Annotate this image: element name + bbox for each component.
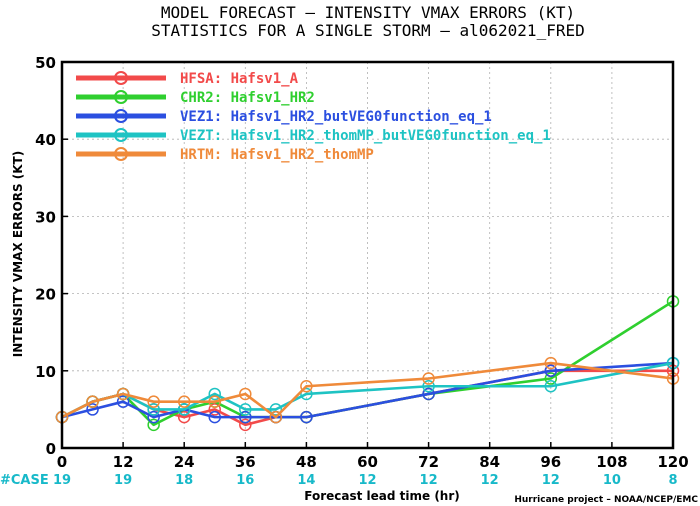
x-tick-label: 48 [296,453,317,471]
x-axis-label: Forecast lead time (hr) [304,489,460,503]
data-point [544,356,558,370]
case-count: 19 [53,473,71,488]
x-tick-label: 12 [113,453,134,471]
data-point [269,403,283,416]
x-tick-label: 108 [596,453,627,471]
case-count: 8 [668,473,677,488]
data-point [239,387,252,401]
data-point [300,410,313,424]
legend-label: VEZT: Hafsv1_HR2_thomMP_butVEG0function_… [180,128,551,144]
data-point [116,387,130,401]
case-count: 12 [542,473,560,488]
x-tick-labels: 0 12 24 36 48 60 72 84 96 108 120 [57,442,689,471]
data-point [544,372,558,385]
x-tick-label: 36 [235,453,256,471]
x-tick-label: 120 [657,453,688,471]
data-point [147,418,160,432]
legend-label: HRTM: Hafsv1_HR2_thomMP [180,147,374,163]
y-tick-label: 30 [35,208,56,226]
legend-marker [114,90,128,104]
data-point [544,364,558,378]
legend-marker [114,71,128,85]
case-count: 12 [481,473,499,488]
x-tick-label: 84 [479,453,500,471]
data-point [86,403,99,416]
data-point [422,372,435,385]
y-axis-label: INTENSITY VMAX ERRORS (KT) [11,151,25,357]
data-point [300,387,313,401]
case-count: 18 [175,473,193,488]
legend-label: VEZ1: Hafsv1_HR2_butVEG0function_eq_1 [180,109,492,125]
y-tick-label: 50 [35,54,56,72]
y-tick-label: 40 [35,131,56,149]
data-point [239,403,252,416]
case-count: 19 [114,473,132,488]
x-tick-label: 0 [57,453,67,471]
x-tick-label: 60 [357,453,378,471]
data-point [147,403,160,416]
data-point [239,418,252,432]
legend-marker [114,109,128,123]
legend-label: CHR2: Hafsv1_HR2 [180,90,315,106]
legend: HFSA: Hafsv1_A CHR2: Hafsv1_HR2 VEZ1: Hafs… [76,71,551,163]
data-point [147,410,160,424]
data-point [208,395,221,408]
x-tick-label: 96 [540,453,561,471]
data-point [147,395,160,408]
data-point [177,410,191,424]
case-label: #CASE [0,473,49,488]
data-point [544,379,558,393]
x-tick-label: 72 [418,453,439,471]
case-count: 10 [603,473,621,488]
y-tick-label: 20 [35,286,56,304]
legend-label: HFSA: Hafsv1_A [180,71,299,87]
data-point [239,410,252,424]
case-count: 16 [236,473,254,488]
case-count: 14 [297,473,315,488]
x-tick-label: 24 [174,453,195,471]
data-point [269,410,283,424]
legend-marker [114,147,128,161]
credit-text: Hurricane project – NOAA/NCEP/EMC [514,495,698,505]
data-point [208,387,221,401]
data-point [86,395,99,408]
data-point [422,387,435,401]
y-tick-labels: 0 10 20 30 40 50 [35,54,68,458]
data-point [208,410,221,424]
data-point [116,395,130,408]
series-layer [55,295,680,432]
y-tick-label: 10 [35,363,56,381]
data-point [208,403,221,416]
chart-title-line-1: MODEL FORECAST – INTENSITY VMAX ERRORS (… [161,3,575,22]
data-point [300,379,313,393]
data-point [177,395,191,408]
case-count: 12 [358,473,376,488]
case-count-row: #CASE 19 19 18 16 14 12 12 12 12 10 8 [0,473,678,488]
y-tick-label: 0 [46,440,56,458]
data-point [177,403,191,416]
data-point [422,379,435,393]
chart-title-line-2: STATISTICS FOR A SINGLE STORM – al062021… [151,21,584,40]
case-count: 12 [420,473,438,488]
legend-marker [114,128,128,142]
